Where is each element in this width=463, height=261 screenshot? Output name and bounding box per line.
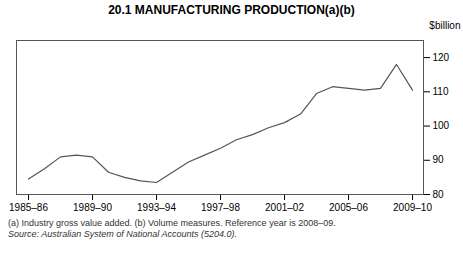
svg-text:1985–86: 1985–86 [9, 202, 48, 213]
svg-text:2001–02: 2001–02 [265, 202, 304, 213]
svg-text:80: 80 [433, 189, 445, 200]
svg-text:110: 110 [433, 86, 449, 97]
svg-text:1997–98: 1997–98 [201, 202, 240, 213]
svg-text:1989–90: 1989–90 [73, 202, 112, 213]
svg-text:2009–10: 2009–10 [393, 202, 432, 213]
html-text:Source: Australian System of N: Source: Australian System of National Ac… [8, 229, 237, 239]
svg-text:2005–06: 2005–06 [329, 202, 368, 213]
svg-text:100: 100 [433, 120, 450, 131]
svg-text:120: 120 [433, 52, 450, 63]
svg-text:90: 90 [433, 154, 445, 165]
html-text:(a) Industry gross value added: (a) Industry gross value added. (b) Volu… [8, 218, 336, 228]
svg-text:1993–94: 1993–94 [137, 202, 176, 213]
html-text:20.1 MANUFACTURING PRODUCTION(: 20.1 MANUFACTURING PRODUCTION(a)(b) [108, 3, 355, 17]
svg-text:$billion: $billion [429, 20, 460, 31]
